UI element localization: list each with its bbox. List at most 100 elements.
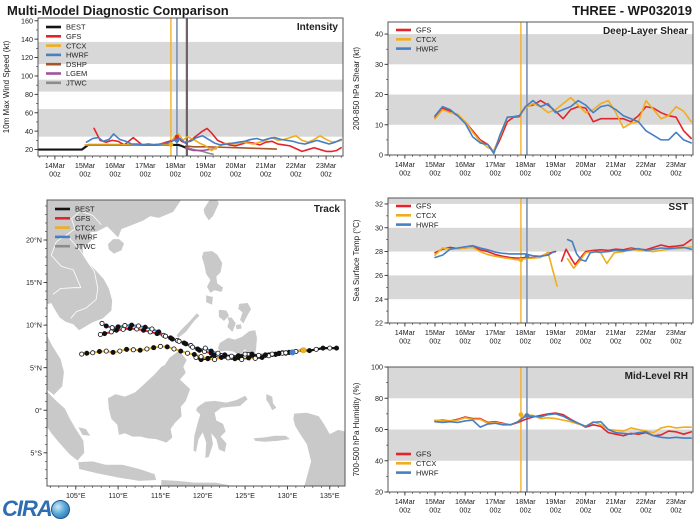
svg-text:19Mar: 19Mar [545, 497, 566, 506]
svg-text:120°E: 120°E [193, 491, 213, 500]
country-border [50, 234, 82, 288]
figure-title: Multi-Model Diagnostic Comparison [7, 3, 229, 18]
svg-text:00z: 00z [489, 337, 501, 346]
svg-text:CTCX: CTCX [416, 459, 436, 468]
intensity-plot-area [38, 18, 343, 156]
svg-text:HWRF: HWRF [416, 220, 439, 229]
svg-text:00z: 00z [49, 170, 61, 179]
landmass [253, 435, 290, 442]
track-point [215, 350, 221, 356]
landmass [176, 313, 200, 338]
track-point [103, 348, 109, 354]
rh-svg: 14Mar00z15Mar00z16Mar00z17Mar00z18Mar00z… [352, 363, 694, 515]
track-point [245, 355, 251, 361]
track-point [218, 354, 224, 360]
svg-text:HWRF: HWRF [416, 468, 439, 477]
init-marker [300, 347, 307, 354]
track-point [191, 351, 197, 357]
track-point [306, 348, 312, 354]
series-DSHP [185, 145, 278, 150]
landmass [218, 309, 230, 321]
svg-text:Mid-Level RH: Mid-Level RH [625, 371, 688, 382]
track-point [129, 322, 135, 328]
svg-text:21Mar: 21Mar [256, 161, 277, 170]
svg-text:Intensity: Intensity [297, 22, 339, 33]
track-point [212, 357, 218, 363]
svg-text:00z: 00z [640, 169, 652, 178]
svg-text:00z: 00z [610, 506, 622, 515]
track-point [137, 347, 143, 353]
svg-text:CTCX: CTCX [75, 223, 95, 232]
svg-text:23Mar: 23Mar [666, 497, 687, 506]
svg-text:130°E: 130°E [278, 491, 298, 500]
series-HWRF [566, 238, 692, 262]
track-point [276, 350, 282, 356]
init-marker [518, 412, 524, 418]
series-HWRF [434, 244, 555, 259]
svg-text:00z: 00z [640, 506, 652, 515]
svg-text:00z: 00z [399, 506, 411, 515]
svg-text:JTWC: JTWC [75, 242, 96, 251]
track-point [108, 329, 114, 335]
landmass [107, 239, 125, 254]
series-HWRF [434, 413, 692, 439]
track-point [249, 351, 255, 357]
shear-svg: 14Mar00z15Mar00z16Mar00z17Mar00z18Mar00z… [352, 21, 694, 178]
svg-text:00z: 00z [230, 170, 242, 179]
track-point [269, 351, 275, 357]
svg-text:16Mar: 16Mar [455, 160, 476, 169]
svg-text:20Mar: 20Mar [226, 161, 247, 170]
intensity-chart: 14Mar 00z 15Mar 00z 16Mar 00z 17Mar 00z 18Mar 00z… [0, 0, 350, 192]
rh-axes: 14Mar00z15Mar00z16Mar00z17Mar00z18Mar00z… [352, 363, 692, 515]
track-point [171, 346, 177, 352]
svg-text:00z: 00z [459, 506, 471, 515]
series-JTWC [185, 146, 214, 155]
track-point [235, 353, 241, 359]
svg-text:22: 22 [375, 319, 383, 328]
landmass [161, 480, 229, 486]
country-border [65, 211, 99, 319]
svg-text:135°E: 135°E [320, 491, 340, 500]
plot-border [46, 199, 346, 487]
series-HWRF [434, 99, 692, 155]
svg-text:40: 40 [375, 456, 383, 465]
svg-text:20Mar: 20Mar [576, 160, 597, 169]
svg-text:00z: 00z [459, 337, 471, 346]
svg-text:00z: 00z [200, 170, 212, 179]
track-point [117, 348, 123, 354]
landmass [235, 324, 242, 330]
track-axes: 105°E 110°E 115°E 120°E 125°E 130°E 135°E 20°N 1… [26, 205, 340, 500]
shear-axes: 14Mar00z15Mar00z16Mar00z17Mar00z18Mar00z… [352, 30, 692, 178]
svg-text:JTWC: JTWC [66, 79, 87, 88]
svg-text:GFS: GFS [416, 202, 431, 211]
svg-text:20°N: 20°N [26, 236, 42, 245]
svg-text:00z: 00z [290, 170, 302, 179]
svg-text:00z: 00z [320, 170, 332, 179]
svg-text:28: 28 [375, 247, 383, 256]
landmass [227, 317, 236, 332]
svg-text:60: 60 [375, 425, 383, 434]
track-point [135, 323, 141, 329]
track-point [84, 350, 90, 356]
svg-text:00z: 00z [520, 169, 532, 178]
svg-text:105°E: 105°E [66, 491, 86, 500]
track-point [99, 320, 105, 326]
svg-text:HWRF: HWRF [75, 233, 98, 242]
track-point [252, 355, 258, 361]
svg-text:00z: 00z [429, 337, 441, 346]
series-GFS [434, 99, 692, 153]
track-point [198, 354, 204, 360]
track-point [79, 351, 85, 357]
svg-text:CTCX: CTCX [416, 35, 436, 44]
track-point [334, 345, 340, 351]
track-point [110, 349, 116, 355]
track-point [205, 356, 211, 362]
svg-text:00z: 00z [139, 170, 151, 179]
svg-text:19Mar: 19Mar [195, 161, 216, 170]
landmass [293, 412, 345, 486]
rh-plot-area [388, 367, 693, 492]
svg-text:BEST: BEST [66, 23, 86, 32]
svg-text:22Mar: 22Mar [286, 161, 307, 170]
